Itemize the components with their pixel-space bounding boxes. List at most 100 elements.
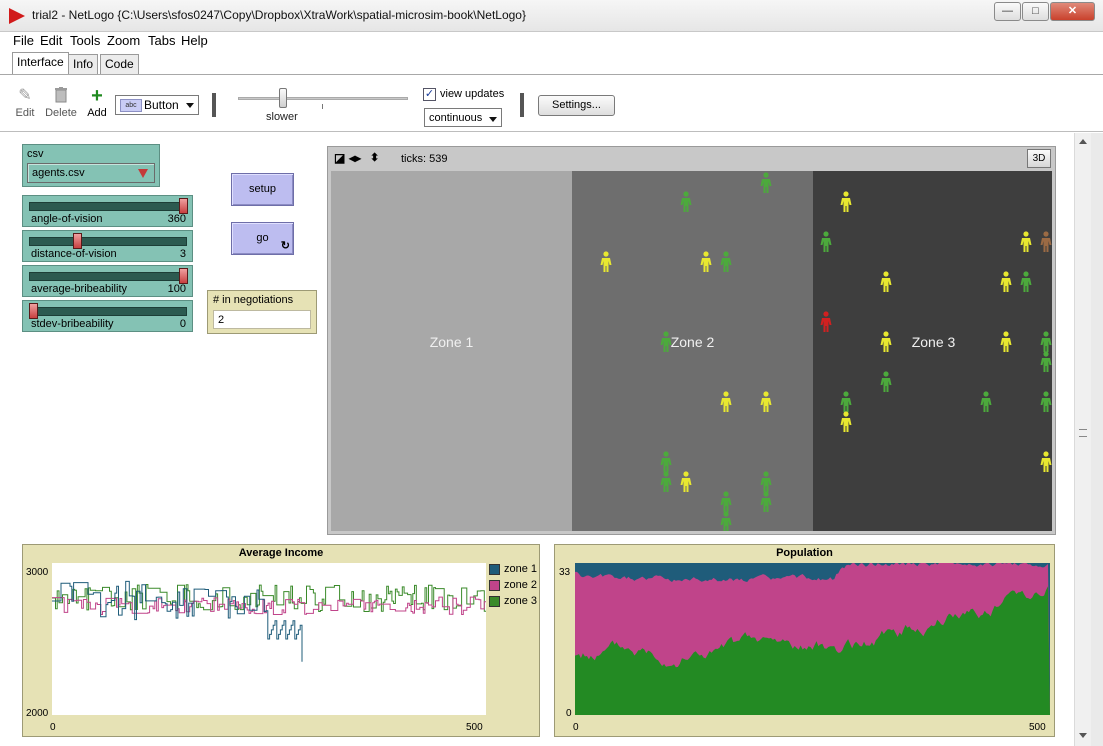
slider-average-bribeability[interactable]: average-bribeability 100 bbox=[22, 265, 193, 297]
plot-title: Average Income bbox=[238, 547, 324, 559]
turtle-person-icon bbox=[720, 491, 732, 513]
world-canvas[interactable]: Zone 1 Zone 2 Zone 3 bbox=[331, 171, 1052, 531]
slider-thumb[interactable] bbox=[179, 268, 188, 284]
legend-swatch bbox=[489, 580, 500, 591]
turtle-person-icon bbox=[660, 471, 672, 493]
maximize-button[interactable]: □ bbox=[1022, 2, 1049, 21]
view-updates-label: view updates bbox=[440, 88, 505, 100]
close-button[interactable]: ✕ bbox=[1050, 2, 1095, 21]
turtle-person-icon bbox=[760, 471, 772, 493]
update-mode-select[interactable]: continuous bbox=[424, 108, 502, 127]
add-tool-button[interactable]: + Add bbox=[86, 86, 108, 119]
tab-info[interactable]: Info bbox=[68, 54, 99, 74]
turtle-person-icon bbox=[1000, 271, 1012, 293]
slider-stdev-bribeability[interactable]: stdev-bribeability 0 bbox=[22, 300, 193, 332]
vertical-scrollbar[interactable] bbox=[1074, 133, 1091, 746]
zone-3-patch: Zone 3 bbox=[813, 171, 1052, 531]
slider-track[interactable] bbox=[29, 237, 187, 246]
x-max-tick: 500 bbox=[1029, 722, 1046, 733]
window-title: trial2 - NetLogo {C:\Users\sfos0247\Copy… bbox=[32, 8, 526, 22]
go-button-label: go bbox=[256, 232, 269, 244]
speed-slider-tick bbox=[322, 104, 323, 109]
speed-slider-thumb[interactable] bbox=[278, 88, 287, 108]
triangle-down-icon bbox=[138, 169, 148, 178]
population-zone-3-area bbox=[575, 586, 1050, 715]
setup-button[interactable]: setup bbox=[231, 173, 294, 206]
speed-slider-track[interactable] bbox=[238, 97, 408, 100]
plot-title: Population bbox=[776, 547, 833, 559]
income-series-line bbox=[52, 596, 486, 615]
slider-thumb[interactable] bbox=[72, 233, 82, 249]
y-max-tick: 33 bbox=[559, 567, 571, 578]
delete-tool-button[interactable]: Delete bbox=[43, 87, 79, 119]
menu-zoom[interactable]: Zoom bbox=[107, 33, 141, 48]
edit-tool-label: Edit bbox=[15, 107, 35, 119]
menu-tools[interactable]: Tools bbox=[70, 33, 101, 48]
slider-thumb[interactable] bbox=[29, 303, 38, 319]
slider-name: angle-of-vision bbox=[31, 213, 103, 225]
slider-distance-of-vision[interactable]: distance-of-vision 3 bbox=[22, 230, 193, 262]
slider-name: stdev-bribeability bbox=[31, 318, 114, 330]
slider-track[interactable] bbox=[29, 272, 187, 281]
legend-swatch bbox=[489, 596, 500, 607]
chooser-name: csv bbox=[27, 148, 44, 160]
window-edge bbox=[1091, 133, 1103, 746]
check-icon: ✓ bbox=[423, 88, 436, 101]
menu-help[interactable]: Help bbox=[181, 33, 208, 48]
turtle-person-icon bbox=[840, 411, 852, 433]
menu-edit[interactable]: Edit bbox=[40, 33, 63, 48]
turtle-person-icon bbox=[1040, 451, 1052, 473]
y-max-tick: 3000 bbox=[26, 567, 49, 578]
x-min-tick: 0 bbox=[50, 722, 56, 733]
toolbar-divider bbox=[520, 93, 524, 117]
slider-track[interactable] bbox=[29, 307, 187, 316]
menu-file[interactable]: File bbox=[13, 33, 34, 48]
speed-label: slower bbox=[266, 111, 298, 123]
slider-value: 360 bbox=[167, 213, 186, 225]
turtle-person-icon bbox=[1040, 351, 1052, 373]
world-view[interactable]: ◪ ◂▸ ⬍ ticks: 539 3D Zone 1 Zone 2 Zone … bbox=[327, 146, 1056, 535]
scroll-down-icon[interactable] bbox=[1079, 733, 1087, 738]
turtle-person-icon bbox=[720, 511, 732, 531]
delete-tool-label: Delete bbox=[45, 107, 77, 119]
minimize-button[interactable]: — bbox=[994, 2, 1021, 21]
turtle-person-icon bbox=[760, 391, 772, 413]
zone-1-patch: Zone 1 bbox=[331, 171, 572, 531]
turtle-person-icon bbox=[1020, 231, 1032, 253]
ticks-counter: ticks: 539 bbox=[401, 153, 447, 165]
legend-swatch bbox=[489, 564, 500, 575]
chooser-value-box[interactable]: agents.csv bbox=[27, 163, 155, 183]
turtle-person-icon bbox=[880, 371, 892, 393]
menu-tabs[interactable]: Tabs bbox=[148, 33, 176, 48]
zone-2-patch: Zone 2 bbox=[572, 171, 813, 531]
x-max-tick: 500 bbox=[466, 722, 483, 733]
slider-thumb[interactable] bbox=[179, 198, 188, 214]
tab-interface[interactable]: Interface bbox=[12, 52, 69, 74]
scroll-up-icon[interactable] bbox=[1079, 139, 1087, 144]
widget-type-select[interactable]: abc Button bbox=[115, 95, 199, 115]
horizontal-arrows-icon[interactable]: ◂▸ bbox=[349, 151, 362, 165]
monitor-value: 2 bbox=[218, 314, 225, 326]
slider-name: distance-of-vision bbox=[31, 248, 117, 260]
turtle-person-icon bbox=[680, 471, 692, 493]
settings-button[interactable]: Settings... bbox=[538, 95, 615, 116]
turtle-person-icon bbox=[840, 191, 852, 213]
legend-label: zone 3 bbox=[504, 595, 538, 607]
slider-track[interactable] bbox=[29, 202, 187, 211]
vertical-arrows-icon[interactable]: ⬍ bbox=[370, 152, 380, 164]
view-edge-icon[interactable]: ◪ bbox=[334, 151, 346, 165]
toolbar: ✎ Edit Delete + Add abc Button slower ✓ … bbox=[0, 74, 1103, 132]
turtle-person-icon bbox=[880, 271, 892, 293]
csv-chooser[interactable]: csv agents.csv bbox=[22, 144, 160, 187]
tab-code[interactable]: Code bbox=[100, 54, 139, 74]
turtle-person-icon bbox=[660, 451, 672, 473]
go-button[interactable]: go ↻ bbox=[231, 222, 294, 255]
forever-loop-icon: ↻ bbox=[280, 240, 290, 252]
edit-tool-button[interactable]: ✎ Edit bbox=[13, 87, 37, 119]
turtle-person-icon bbox=[600, 251, 612, 273]
update-mode-value: continuous bbox=[429, 112, 483, 124]
widget-type-value: Button bbox=[144, 98, 179, 112]
scroll-grip-icon[interactable] bbox=[1079, 429, 1087, 437]
3d-view-button[interactable]: 3D bbox=[1027, 149, 1051, 168]
slider-angle-of-vision[interactable]: angle-of-vision 360 bbox=[22, 195, 193, 227]
